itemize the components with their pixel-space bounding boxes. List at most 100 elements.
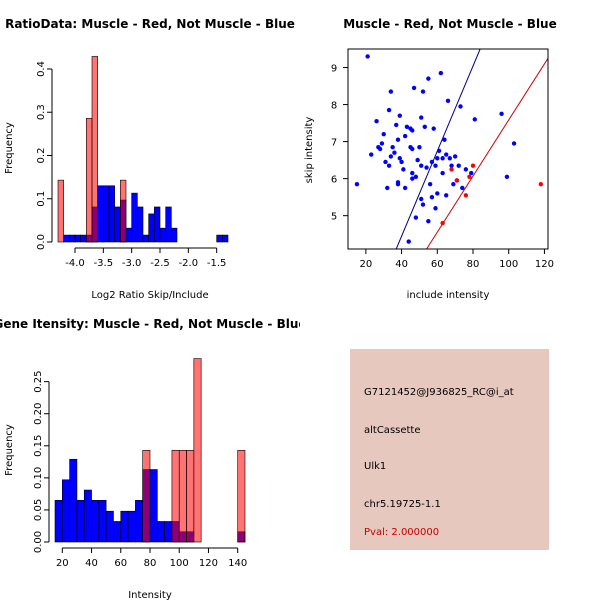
- muscle-point: [463, 193, 469, 198]
- not-muscle-point: [410, 176, 415, 181]
- x-tick-label: 140: [228, 558, 247, 569]
- not-muscle-point: [369, 152, 374, 157]
- y-tick-label: 0.15: [33, 435, 44, 457]
- location-text: chr5.19725-1.1: [364, 499, 441, 510]
- muscle-point: [538, 181, 544, 187]
- not-muscle-bar: [83, 489, 92, 543]
- not-muscle-point: [410, 146, 415, 152]
- not-muscle-point: [420, 202, 426, 207]
- not-muscle-point: [395, 180, 401, 185]
- not-muscle-point: [365, 54, 370, 59]
- not-muscle-bar: [131, 192, 138, 243]
- not-muscle-bar: [137, 206, 144, 243]
- not-muscle-bar: [120, 510, 129, 543]
- not-muscle-bar: [76, 500, 85, 543]
- x-tick-label: -4.0: [65, 258, 85, 269]
- not-muscle-bar: [149, 469, 158, 543]
- not-muscle-bar: [125, 227, 132, 243]
- x-tick-label: 20: [56, 558, 69, 569]
- not-muscle-point: [451, 181, 456, 187]
- not-muscle-point: [504, 174, 510, 179]
- not-muscle-point: [399, 159, 404, 165]
- not-muscle-point: [424, 165, 429, 170]
- y-tick-label: 8: [331, 101, 337, 112]
- not-muscle-point: [381, 131, 386, 137]
- muscle-point: [470, 163, 476, 168]
- not-muscle-point: [436, 148, 442, 154]
- not-muscle-point: [392, 150, 397, 155]
- not-muscle-point: [388, 154, 394, 159]
- muscle-bar: [178, 449, 187, 543]
- not-muscle-point: [401, 167, 406, 172]
- not-muscle-bar: [164, 521, 173, 543]
- not-muscle-point: [386, 107, 392, 113]
- y-tick-label: 7: [331, 138, 337, 149]
- scatter-xlabel: include intensity: [407, 290, 490, 300]
- not-muscle-bar: [69, 458, 78, 543]
- not-muscle-point: [406, 239, 411, 244]
- muscle-point: [454, 178, 460, 183]
- not-muscle-bar: [165, 206, 172, 243]
- plot-frame: [347, 48, 549, 250]
- x-tick-label: -1.5: [207, 258, 227, 269]
- x-tick-label: 80: [144, 558, 157, 569]
- not-muscle-bar: [74, 234, 81, 243]
- y-tick-label: 0.05: [33, 499, 44, 521]
- not-muscle-bar: [113, 521, 122, 543]
- ratio-histogram-ylabel: Frequency: [4, 122, 15, 174]
- not-muscle-point: [472, 117, 477, 122]
- x-tick-label: 20: [359, 259, 372, 270]
- x-tick-label: 100: [170, 558, 189, 569]
- not-muscle-point: [417, 144, 422, 150]
- not-muscle-point: [419, 196, 424, 202]
- not-muscle-point: [390, 144, 395, 150]
- event-type-text: altCassette: [364, 425, 421, 436]
- not-muscle-point: [444, 193, 449, 198]
- y-tick-label: 0.1: [36, 191, 47, 207]
- not-muscle-point: [452, 154, 458, 159]
- not-muscle-bar: [216, 234, 223, 243]
- not-muscle-point: [463, 167, 469, 172]
- not-muscle-point: [410, 128, 415, 133]
- intensity-histogram-chart: Gene Itensity: Muscle - Red, Not Muscle …: [0, 317, 300, 600]
- not-muscle-bar: [62, 479, 70, 543]
- not-muscle-bar: [159, 227, 166, 243]
- y-tick-label: 0.2: [36, 148, 47, 164]
- not-muscle-point: [374, 119, 379, 124]
- x-tick-label: 40: [85, 558, 98, 569]
- not-muscle-point: [447, 156, 452, 161]
- not-muscle-bar: [91, 500, 100, 543]
- not-muscle-point: [426, 76, 431, 81]
- muscle-bar: [91, 56, 98, 243]
- not-muscle-bar: [54, 500, 63, 543]
- not-muscle-point: [395, 137, 401, 142]
- not-muscle-point: [499, 111, 504, 117]
- not-muscle-point: [435, 191, 440, 196]
- muscle-bar: [142, 449, 151, 543]
- y-tick-label: 0.4: [36, 61, 47, 77]
- not-muscle-bar: [142, 234, 149, 243]
- not-muscle-point: [435, 156, 440, 161]
- not-muscle-point: [440, 170, 445, 176]
- not-muscle-point: [394, 122, 399, 128]
- not-muscle-point: [431, 126, 436, 131]
- not-muscle-bar: [157, 521, 165, 543]
- not-muscle-point: [511, 141, 517, 146]
- not-muscle-point: [385, 185, 390, 191]
- not-muscle-point: [460, 185, 465, 191]
- not-muscle-bar: [108, 185, 115, 243]
- not-muscle-point: [426, 219, 431, 224]
- not-muscle-point: [410, 170, 415, 176]
- not-muscle-point: [404, 124, 410, 129]
- intensity-histogram-xlabel: Intensity: [128, 590, 172, 600]
- not-muscle-bar: [171, 227, 178, 243]
- gene-info-panel: G7121452@J936825_RC@i_at altCassette Ulk…: [350, 349, 549, 550]
- ratio-histogram-title: RatioData: Muscle - Red, Not Muscle - Bl…: [5, 17, 295, 31]
- not-muscle-point: [422, 124, 427, 129]
- not-muscle-bar: [105, 510, 114, 543]
- muscle-bar: [186, 449, 195, 543]
- not-muscle-point: [397, 113, 402, 118]
- not-muscle-bar: [135, 500, 143, 543]
- not-muscle-point: [419, 115, 424, 120]
- gene-name-text: Ulk1: [364, 461, 387, 472]
